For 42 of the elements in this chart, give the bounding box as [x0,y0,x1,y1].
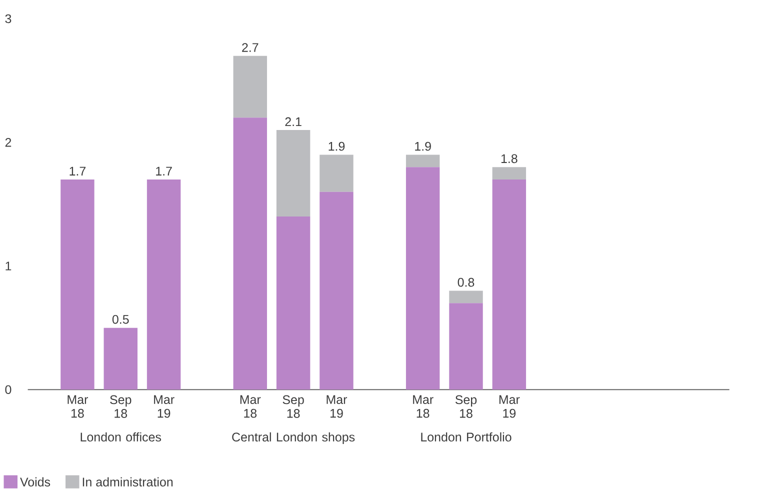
x-tick-label: Mar 18 [240,395,261,418]
bar [406,166,440,390]
x-tick-label: Sep 18 [455,395,477,418]
total-label: 1.9 [328,142,345,151]
total-label: 2.1 [285,117,302,126]
y-tick-label: 2 [5,138,12,147]
text: London offices [80,432,162,442]
legend-label: Voids [20,477,50,486]
bar [492,166,526,180]
x-tick-label: Sep 18 [282,395,304,418]
bar [276,130,310,216]
x-tick-label: Mar 18 [68,395,88,418]
bar [449,302,483,390]
bar [60,179,94,390]
total-label: 1.9 [415,142,431,151]
y-tick-label: 3 [5,14,12,24]
bar [233,56,268,118]
x-tick-label: Sep 18 [110,395,132,418]
x-tick-label: Mar 19 [326,395,348,418]
bar [233,118,268,390]
bar [276,216,310,390]
text: Central London shops [232,432,355,444]
bar [492,179,526,390]
y-tick-label: 1 [6,262,12,270]
legend-label: In administration [82,477,173,486]
bar [320,192,354,390]
total-label: 2.7 [242,43,258,52]
text: London Portfolio [421,432,512,442]
total-label: 1.7 [70,166,86,176]
y-tick-label: 0 [5,385,12,394]
bar [449,290,483,303]
bar [406,154,440,167]
total-label: 0.8 [458,278,474,287]
total-label: 0.5 [112,314,129,324]
x-tick-label: Mar 19 [154,395,174,418]
total-label: 1.7 [156,166,172,176]
bar [146,179,181,390]
bar [104,328,138,390]
x-tick-label: Mar 18 [413,395,434,418]
total-label: 1.8 [501,154,518,163]
bar [320,154,354,192]
x-tick-label: Mar 19 [499,395,520,418]
